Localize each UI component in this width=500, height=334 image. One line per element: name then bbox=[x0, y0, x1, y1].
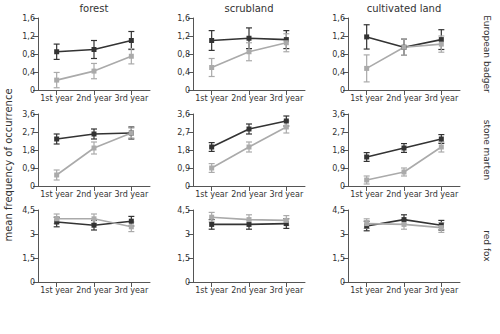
svg-text:1st year: 1st year bbox=[195, 94, 228, 103]
svg-text:1,5: 1,5 bbox=[177, 254, 190, 263]
svg-text:mean frequency of occurrence: mean frequency of occurrence bbox=[3, 88, 14, 241]
svg-text:4,5: 4,5 bbox=[332, 206, 345, 215]
svg-text:3rd year: 3rd year bbox=[269, 286, 303, 295]
svg-text:cultivated land: cultivated land bbox=[367, 3, 442, 14]
svg-text:2nd year: 2nd year bbox=[76, 190, 112, 199]
svg-text:3: 3 bbox=[340, 230, 345, 239]
svg-text:0,4: 0,4 bbox=[22, 68, 35, 77]
svg-text:stone marten: stone marten bbox=[482, 120, 492, 181]
svg-text:2nd year: 2nd year bbox=[76, 94, 112, 103]
svg-text:3rd year: 3rd year bbox=[424, 94, 458, 103]
svg-text:0: 0 bbox=[185, 182, 190, 191]
svg-text:0,4: 0,4 bbox=[332, 68, 345, 77]
svg-text:1,8: 1,8 bbox=[177, 146, 190, 155]
svg-text:4,5: 4,5 bbox=[22, 206, 35, 215]
svg-text:scrubland: scrubland bbox=[224, 3, 273, 14]
svg-text:2nd year: 2nd year bbox=[76, 286, 112, 295]
svg-text:3rd year: 3rd year bbox=[269, 190, 303, 199]
svg-text:1,8: 1,8 bbox=[332, 146, 345, 155]
svg-text:2nd year: 2nd year bbox=[386, 190, 422, 199]
svg-text:3rd year: 3rd year bbox=[114, 190, 148, 199]
svg-text:1st year: 1st year bbox=[350, 286, 383, 295]
svg-text:2,7: 2,7 bbox=[332, 128, 345, 137]
svg-text:3rd year: 3rd year bbox=[114, 286, 148, 295]
svg-text:2nd year: 2nd year bbox=[231, 94, 267, 103]
svg-text:1,2: 1,2 bbox=[177, 32, 190, 41]
svg-text:0,9: 0,9 bbox=[332, 164, 345, 173]
svg-text:2nd year: 2nd year bbox=[231, 190, 267, 199]
svg-text:3rd year: 3rd year bbox=[269, 94, 303, 103]
svg-text:European badger: European badger bbox=[482, 15, 492, 93]
svg-text:0: 0 bbox=[30, 278, 35, 287]
svg-text:1st year: 1st year bbox=[195, 190, 228, 199]
svg-text:0: 0 bbox=[340, 278, 345, 287]
svg-text:1st year: 1st year bbox=[350, 190, 383, 199]
svg-text:0: 0 bbox=[185, 278, 190, 287]
svg-text:2nd year: 2nd year bbox=[386, 94, 422, 103]
svg-text:2nd year: 2nd year bbox=[386, 286, 422, 295]
svg-text:3rd year: 3rd year bbox=[424, 286, 458, 295]
svg-text:0: 0 bbox=[340, 86, 345, 95]
svg-text:3rd year: 3rd year bbox=[424, 190, 458, 199]
svg-text:3rd year: 3rd year bbox=[114, 94, 148, 103]
svg-text:0,8: 0,8 bbox=[22, 50, 35, 59]
svg-text:0: 0 bbox=[340, 182, 345, 191]
svg-text:forest: forest bbox=[80, 3, 109, 14]
svg-text:1,6: 1,6 bbox=[177, 14, 190, 23]
svg-text:1,2: 1,2 bbox=[22, 32, 35, 41]
svg-text:1,5: 1,5 bbox=[22, 254, 35, 263]
svg-text:0: 0 bbox=[30, 86, 35, 95]
svg-text:0,9: 0,9 bbox=[177, 164, 190, 173]
svg-text:1,2: 1,2 bbox=[332, 32, 345, 41]
svg-text:4,5: 4,5 bbox=[177, 206, 190, 215]
svg-text:1st year: 1st year bbox=[40, 286, 73, 295]
svg-text:2nd year: 2nd year bbox=[231, 286, 267, 295]
svg-text:1st year: 1st year bbox=[40, 190, 73, 199]
svg-text:0,4: 0,4 bbox=[177, 68, 190, 77]
svg-text:2,7: 2,7 bbox=[177, 128, 190, 137]
svg-text:1st year: 1st year bbox=[40, 94, 73, 103]
svg-text:3: 3 bbox=[30, 230, 35, 239]
svg-text:0: 0 bbox=[30, 182, 35, 191]
svg-text:1,6: 1,6 bbox=[22, 14, 35, 23]
svg-text:0,9: 0,9 bbox=[22, 164, 35, 173]
svg-text:1st year: 1st year bbox=[195, 286, 228, 295]
svg-text:red fox: red fox bbox=[482, 230, 492, 262]
svg-text:1,6: 1,6 bbox=[332, 14, 345, 23]
svg-text:0,8: 0,8 bbox=[177, 50, 190, 59]
svg-text:2,7: 2,7 bbox=[22, 128, 35, 137]
svg-text:3,6: 3,6 bbox=[22, 110, 35, 119]
svg-text:1st year: 1st year bbox=[350, 94, 383, 103]
svg-text:0,8: 0,8 bbox=[332, 50, 345, 59]
svg-text:1,5: 1,5 bbox=[332, 254, 345, 263]
svg-text:3,6: 3,6 bbox=[332, 110, 345, 119]
svg-text:0: 0 bbox=[185, 86, 190, 95]
svg-text:3: 3 bbox=[185, 230, 190, 239]
svg-text:3,6: 3,6 bbox=[177, 110, 190, 119]
svg-text:1,8: 1,8 bbox=[22, 146, 35, 155]
